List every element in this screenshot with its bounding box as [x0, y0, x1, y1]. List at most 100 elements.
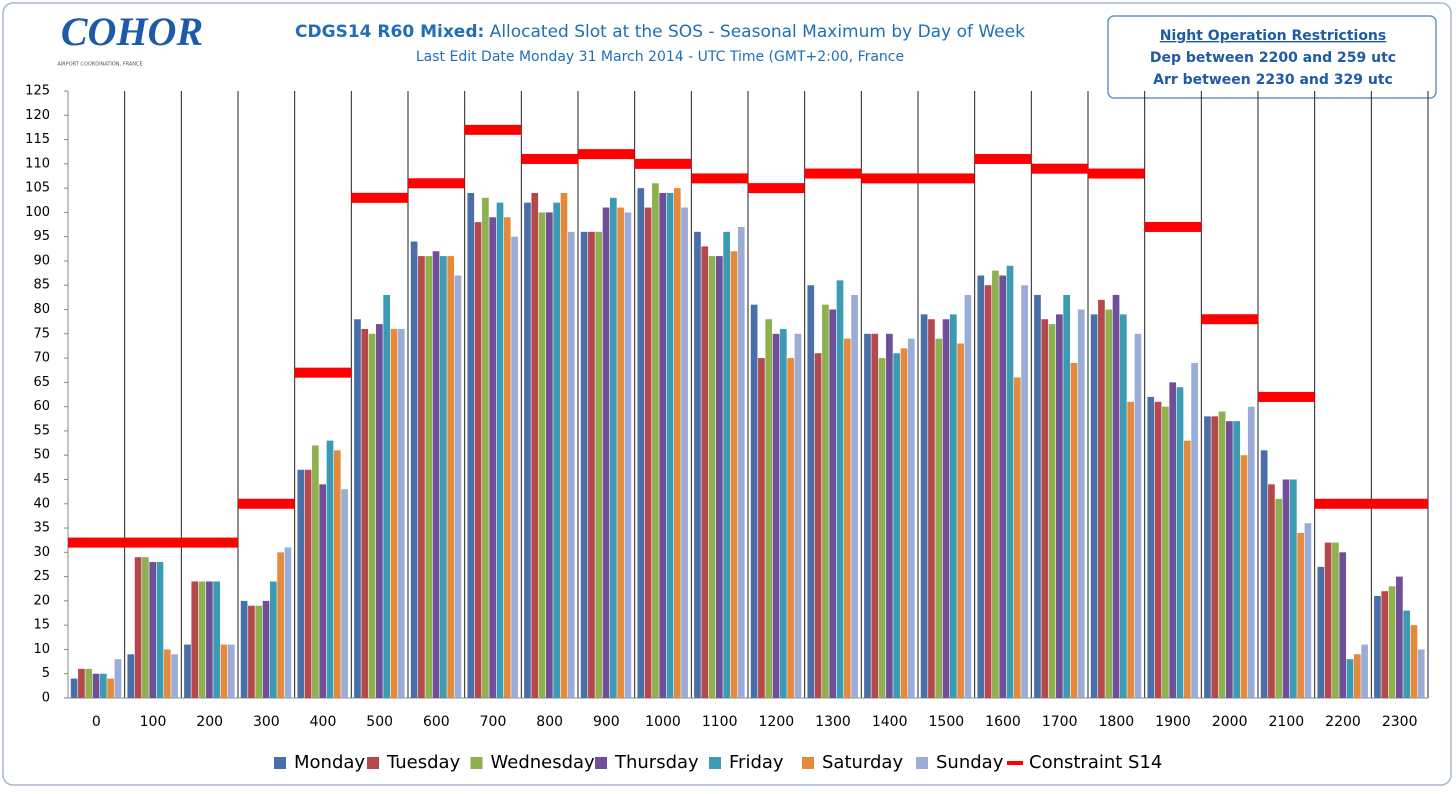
note-line: Arr between 2230 and 329 utc	[1153, 72, 1393, 88]
bar	[304, 469, 312, 698]
legend-swatch	[274, 757, 286, 769]
bar	[864, 333, 871, 698]
constraint-mark	[1144, 221, 1202, 232]
bar	[992, 270, 999, 698]
bar	[99, 673, 107, 698]
bar	[410, 241, 418, 698]
bar	[297, 469, 305, 698]
bar	[1077, 309, 1085, 698]
title-bold: CDGS14 R60 Mixed:	[295, 22, 484, 42]
constraint-mark	[861, 173, 918, 184]
bar	[1388, 586, 1396, 698]
bar	[1289, 479, 1297, 698]
y-tick-label: 60	[33, 399, 50, 414]
bar	[716, 256, 723, 698]
bar	[1090, 314, 1098, 698]
legend-swatch	[709, 757, 721, 769]
y-tick-label: 100	[25, 205, 50, 220]
bar	[319, 484, 327, 698]
bar	[907, 338, 915, 698]
legend-swatch	[1007, 761, 1023, 765]
legend-label: Sunday	[936, 752, 1004, 773]
bar	[432, 251, 440, 699]
legend-label: Saturday	[822, 752, 903, 773]
x-tick-label: 2200	[1325, 714, 1361, 730]
bar	[673, 188, 681, 698]
bar	[511, 236, 518, 698]
bar	[1403, 610, 1411, 698]
bar	[1332, 542, 1339, 698]
y-tick-label: 115	[25, 132, 50, 147]
bar	[814, 353, 822, 698]
bar	[1176, 387, 1184, 698]
y-tick-label: 110	[25, 156, 50, 171]
bar	[524, 202, 531, 699]
bar	[949, 314, 957, 698]
bar	[467, 192, 475, 698]
bar	[588, 231, 595, 698]
bar	[694, 231, 701, 698]
constraint-mark	[918, 173, 975, 184]
constraint-mark	[974, 153, 1032, 164]
x-tick-label: 1700	[1042, 714, 1078, 730]
legend-swatch	[470, 757, 483, 769]
bar	[240, 600, 248, 698]
bar	[1211, 416, 1219, 698]
bar	[171, 654, 178, 698]
legend-label: Friday	[729, 752, 784, 773]
bar	[878, 358, 886, 698]
y-tick-label: 120	[25, 108, 50, 123]
bar	[822, 304, 829, 698]
bar	[368, 333, 376, 698]
x-tick-label: 200	[196, 714, 223, 730]
title-rest: Allocated Slot at the SOS - Seasonal Max…	[484, 22, 1025, 42]
bar	[723, 231, 731, 698]
constraint-mark	[464, 124, 522, 135]
logo: COHOR	[61, 9, 203, 54]
bar	[213, 581, 221, 698]
bar	[567, 231, 575, 698]
bar	[134, 557, 142, 698]
x-tick-label: 2300	[1382, 714, 1418, 730]
x-tick-label: 1400	[872, 714, 908, 730]
note-title: Night Operation Restrictions	[1160, 28, 1387, 44]
legend-swatch	[367, 757, 379, 769]
bar	[553, 202, 561, 699]
y-tick-label: 40	[33, 496, 50, 511]
bar	[531, 192, 539, 698]
x-tick-label: 600	[423, 714, 450, 730]
bar	[341, 489, 348, 698]
bar	[624, 212, 632, 698]
y-tick-label: 80	[33, 302, 50, 317]
bar	[255, 605, 263, 698]
x-tick-label: 2000	[1212, 714, 1248, 730]
constraint-mark	[408, 178, 465, 189]
bar	[957, 343, 964, 698]
constraint-mark	[1258, 391, 1315, 402]
bar	[1105, 309, 1113, 698]
constraint-mark	[1314, 498, 1372, 509]
bar	[1119, 314, 1127, 698]
bar	[560, 192, 568, 698]
bar	[843, 338, 851, 698]
constraint-mark	[294, 367, 352, 378]
bar	[383, 294, 391, 698]
bar	[1260, 450, 1268, 698]
bar	[1297, 532, 1304, 698]
bar	[1339, 552, 1347, 698]
legend-label: Constraint S14	[1029, 752, 1162, 773]
bar	[1396, 576, 1403, 698]
y-tick-label: 105	[25, 181, 50, 196]
legend-label: Tuesday	[386, 752, 461, 773]
bar	[277, 552, 284, 698]
x-tick-label: 1800	[1099, 714, 1135, 730]
bar	[1063, 294, 1071, 698]
y-tick-label: 90	[33, 253, 50, 268]
bar	[829, 309, 837, 698]
bar	[1112, 294, 1120, 698]
bar	[1381, 591, 1389, 698]
y-tick-label: 65	[33, 375, 50, 390]
bar	[836, 280, 844, 698]
legend-label: Thursday	[614, 752, 699, 773]
bar	[1048, 324, 1056, 698]
